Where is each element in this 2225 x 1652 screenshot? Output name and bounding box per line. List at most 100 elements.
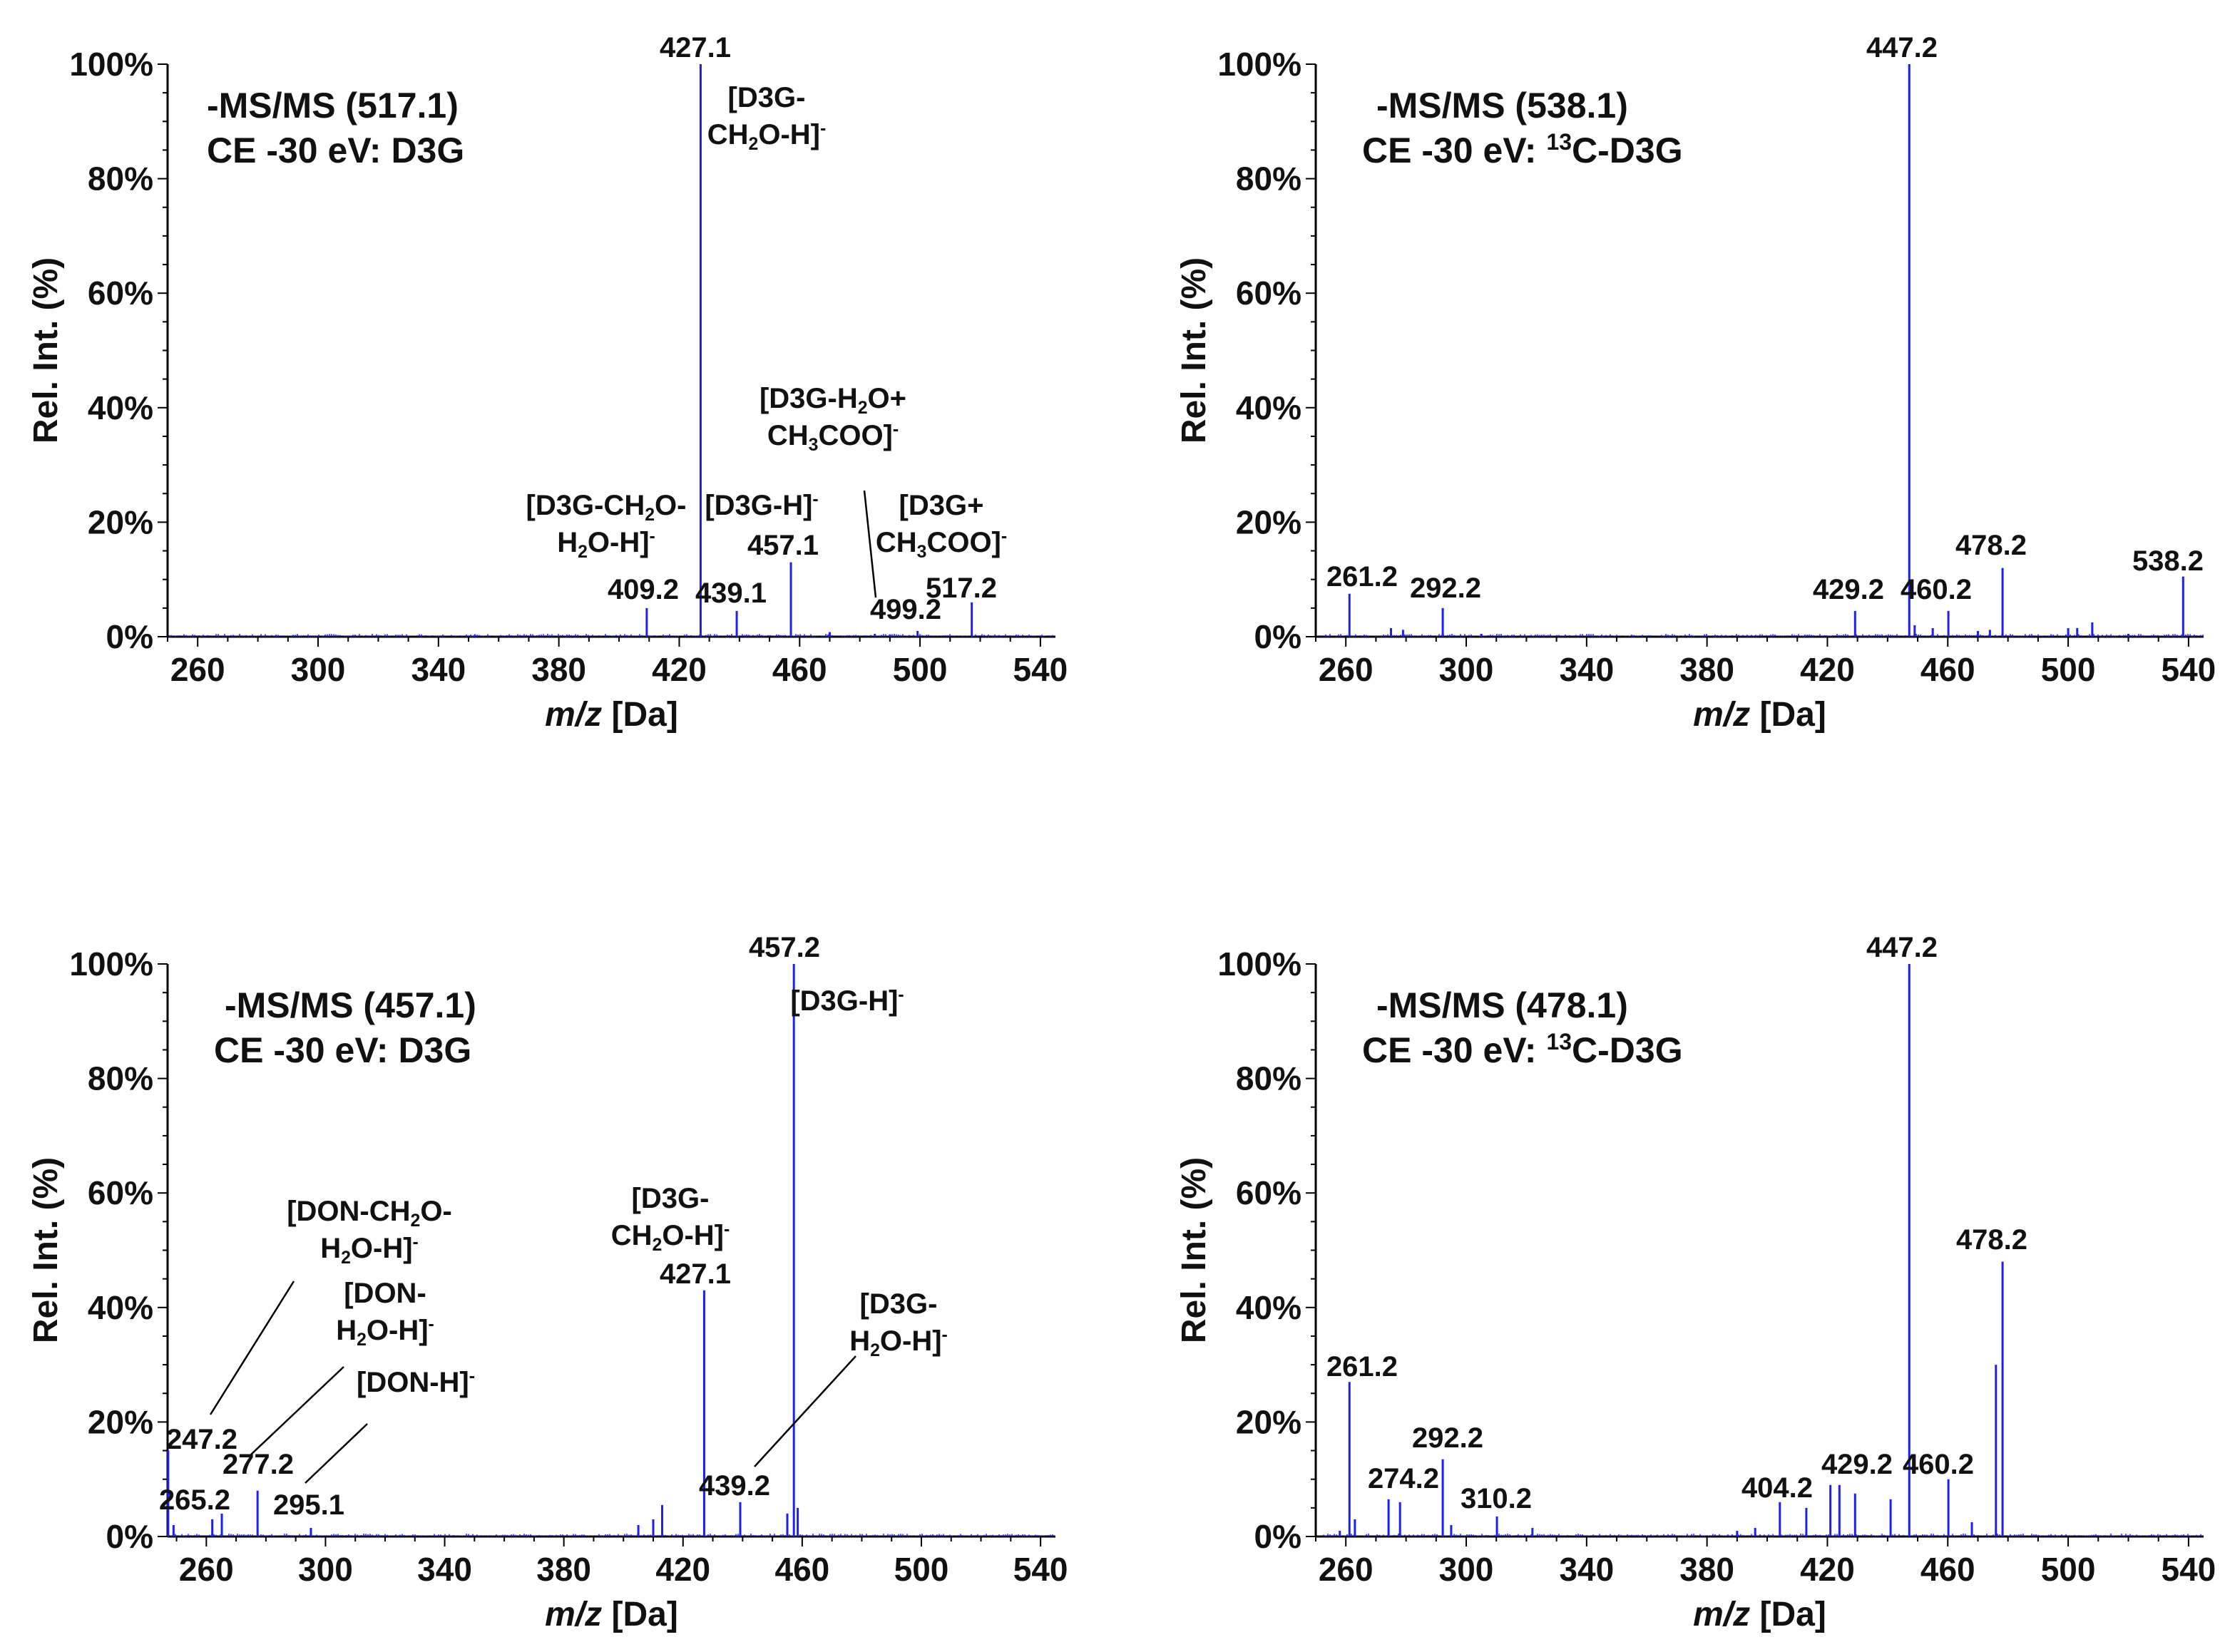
peak-label: 292.2 [1412,1422,1483,1454]
y-tick-label: 60% [88,1174,153,1211]
baseline-noise [1316,1534,2204,1536]
x-tick-label: 260 [179,1551,234,1588]
peak-label: 404.2 [1741,1472,1813,1504]
y-tick-label: 0% [1254,618,1301,655]
y-tick-label: 20% [88,503,153,540]
spectrum-panel-2: 0% 20% 40% 60% 80% 100% 260 300 340 380 420 460 500 5… [1148,0,2225,745]
y-tick-label: 0% [106,1518,153,1555]
leader-line [209,1281,295,1415]
spectrum-title: -MS/MS (517.1) [207,86,459,125]
y-axis-label: Rel. Int. (%) [27,1157,65,1343]
spectrum-chart-1: 0% 20% 40% 60% 80% 100% 260 300 340 380 420 460 500 5… [27,32,1068,734]
x-tick-label: 300 [1439,1551,1494,1588]
x-tick-label: 460 [775,1551,830,1588]
ion-annotation: [D3G-H]- [790,985,904,1017]
ion-annotation: H2O-H]- [320,1233,419,1268]
ion-annotation: [D3G- [632,1183,710,1214]
spectrum-panel-1: 0% 20% 40% 60% 80% 100% 260 300 340 380 420 460 500 5… [0,0,1077,745]
peak-label: 429.2 [1821,1449,1893,1480]
spectrum-chart-4: 0% 20% 40% 60% 80% 100% 260 300 340 380 420 460 500 5… [1175,932,2216,1633]
x-tick-label: 340 [1559,1551,1614,1588]
spectrum-subtitle: CE -30 eV: D3G [207,130,464,170]
peak-label: 478.2 [1956,1224,2027,1256]
ion-annotation: CH2O-H]- [611,1220,730,1255]
baseline-noise [1316,634,2204,637]
spectrum-chart-3: 0% 20% 40% 60% 80% 100% 260 300 340 380 420 460 500 5… [27,932,1068,1633]
peak-label: 247.2 [166,1424,237,1455]
peak-label: 478.2 [1955,530,2027,561]
ion-annotation: [D3G-CH2O- [526,490,687,525]
y-tick-label: 100% [69,46,153,83]
peak-label: 429.2 [1813,574,1884,605]
x-axis-label: m/z [Da] [545,696,678,734]
y-tick-label: 80% [88,1060,153,1097]
x-tick-label: 540 [2162,651,2216,688]
y-tick-label: 60% [1236,1174,1301,1211]
x-tick-label: 420 [1800,651,1855,688]
spectrum-subtitle: CE -30 eV: D3G [214,1030,471,1070]
ion-annotation: H2O-H]- [557,527,655,562]
leader-line [754,1355,856,1467]
ion-annotation: [DON-H]- [357,1367,475,1398]
peak-label: 439.1 [695,578,767,609]
x-tick-label: 260 [1319,651,1374,688]
x-tick-label: 260 [1319,1551,1374,1588]
y-tick-label: 20% [88,1403,153,1440]
y-tick-label: 40% [1236,389,1301,426]
ion-annotation: [D3G-H]- [705,490,818,521]
y-tick-label: 100% [69,945,153,983]
ion-annotation: [D3G- [860,1288,938,1320]
x-tick-label: 260 [170,651,225,688]
peak-label: 261.2 [1326,561,1398,592]
peak-label: 447.2 [1866,32,1938,63]
x-axis-label: m/z [Da] [1693,696,1826,734]
y-tick-label: 60% [1236,275,1301,312]
peak-label: 439.2 [699,1470,770,1502]
peak-label: 274.2 [1368,1463,1439,1494]
x-tick-label: 500 [894,1551,949,1588]
x-tick-label: 420 [655,1551,710,1588]
leader-line [305,1423,368,1484]
peak-label: 457.2 [749,932,820,963]
spectrum-subtitle: CE -30 eV: 13C-D3G [1362,129,1683,170]
ion-annotation: [D3G- [728,82,806,113]
y-axis-label: Rel. Int. (%) [27,257,65,443]
y-tick-label: 40% [88,1289,153,1326]
baseline-noise [168,634,1055,637]
y-axis-label: Rel. Int. (%) [1175,1157,1213,1343]
peak-label: 457.1 [747,530,819,561]
peak-label: 310.2 [1461,1483,1532,1514]
x-tick-label: 540 [2162,1551,2216,1588]
ion-annotation: CH3COO]- [767,420,899,455]
x-tick-label: 380 [1679,651,1734,688]
x-tick-label: 300 [1439,651,1494,688]
peak-label: 277.2 [222,1449,294,1480]
ion-annotation: H2O-H]- [849,1325,948,1360]
x-tick-label: 340 [1559,651,1614,688]
y-tick-label: 20% [1236,1403,1301,1440]
peak-label: 292.2 [1410,573,1481,604]
spectrum-panel-4: 0% 20% 40% 60% 80% 100% 260 300 340 380 420 460 500 5… [1148,900,2225,1645]
x-axis-label: m/z [Da] [545,1596,678,1633]
y-tick-label: 80% [1236,1060,1301,1097]
peak-label: 447.2 [1866,932,1938,963]
y-tick-label: 20% [1236,503,1301,540]
spectrum-title: -MS/MS (478.1) [1376,985,1628,1025]
peak-label: 409.2 [608,574,679,605]
x-tick-label: 340 [417,1551,472,1588]
leader-line [250,1366,344,1455]
x-tick-label: 380 [1679,1551,1734,1588]
peak-label: 427.1 [660,32,731,63]
peak-label: 517.2 [926,573,997,604]
x-tick-label: 300 [298,1551,353,1588]
y-tick-label: 80% [88,160,153,197]
peak-label: 265.2 [159,1484,230,1516]
peak-label: 261.2 [1326,1351,1398,1382]
spectrum-chart-2: 0% 20% 40% 60% 80% 100% 260 300 340 380 420 460 500 5… [1175,32,2216,734]
x-tick-label: 460 [772,651,827,688]
x-tick-label: 460 [1920,651,1975,688]
x-tick-label: 340 [411,651,466,688]
y-tick-label: 100% [1217,46,1301,83]
peak-label: 460.2 [1901,574,1972,605]
ion-annotation: CH3COO]- [876,527,1007,562]
